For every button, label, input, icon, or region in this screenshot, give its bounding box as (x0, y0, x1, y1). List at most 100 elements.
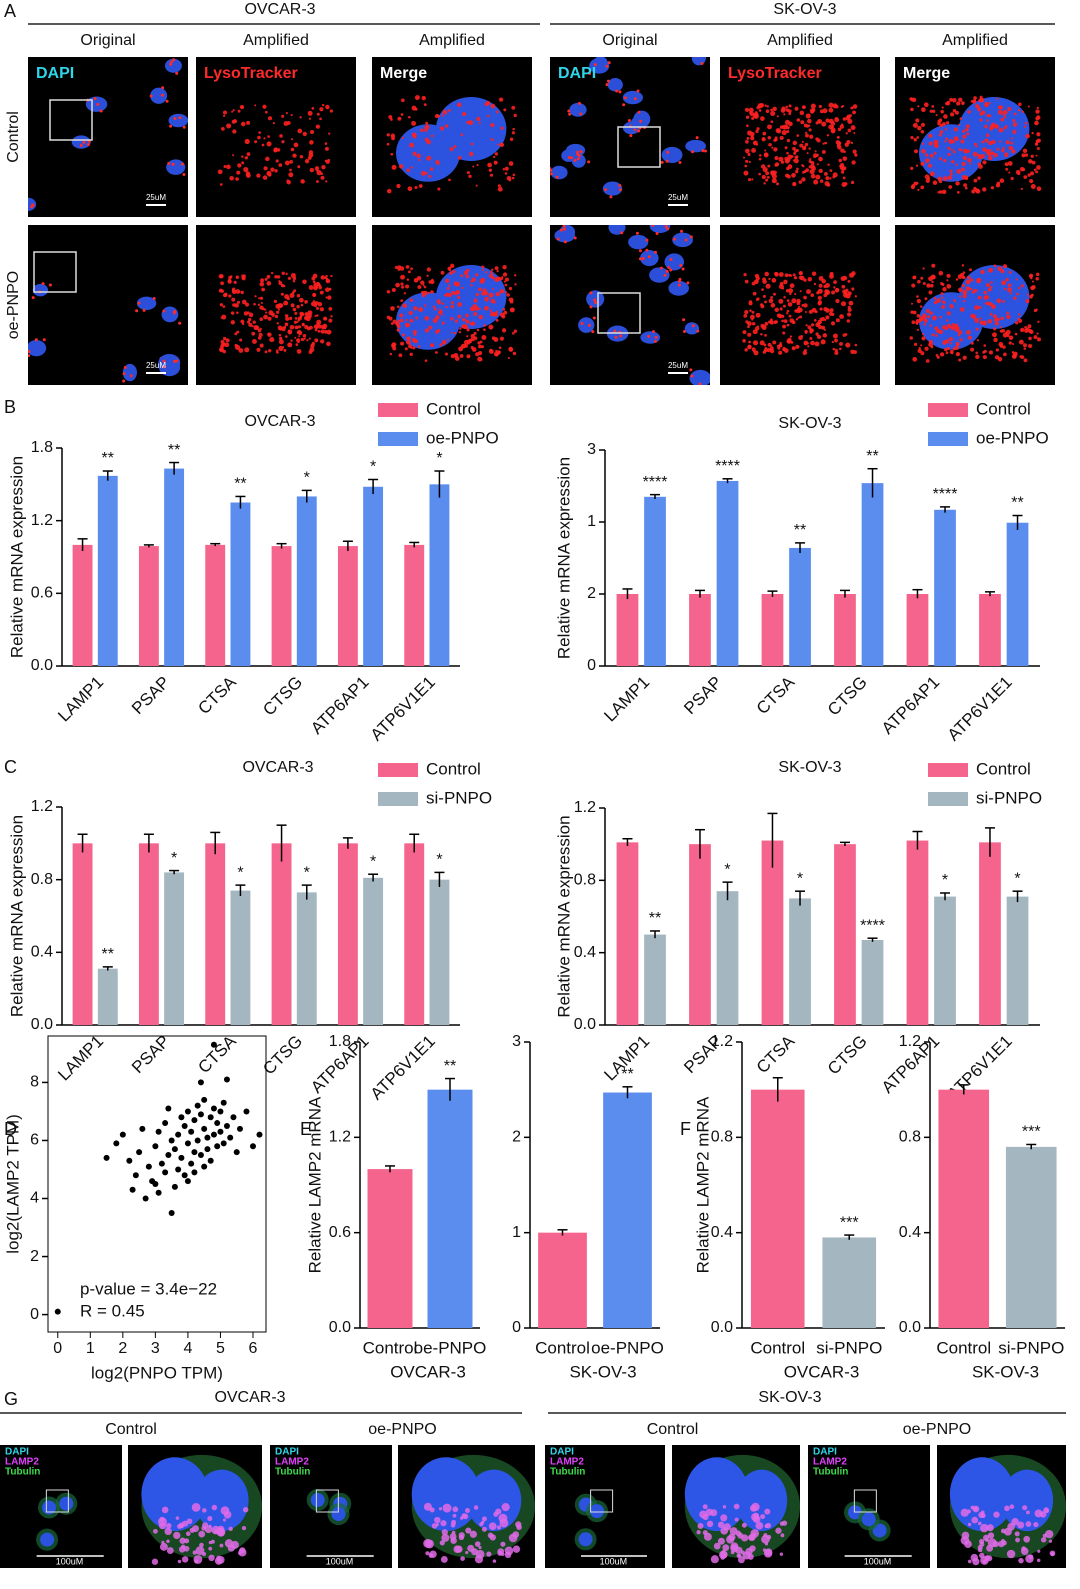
stain (489, 348, 493, 352)
stain (261, 307, 265, 311)
nucleus (559, 225, 575, 239)
significance: * (724, 861, 730, 878)
stain (980, 156, 983, 160)
stain (962, 271, 966, 274)
stain (493, 313, 497, 316)
stain (987, 319, 993, 324)
stain (318, 285, 322, 290)
stain (428, 325, 433, 330)
stain (767, 164, 771, 168)
stain (789, 292, 792, 296)
stain (1042, 1533, 1047, 1538)
stain (768, 142, 772, 147)
point (165, 1151, 172, 1158)
stain (437, 328, 441, 332)
stain (1015, 278, 1018, 281)
stain (761, 1534, 770, 1544)
stain (945, 121, 950, 125)
stain (267, 172, 272, 177)
bar (205, 544, 226, 666)
stain (637, 110, 641, 114)
stain (496, 1525, 502, 1530)
stain (390, 306, 395, 311)
stain (756, 297, 760, 301)
stain (996, 181, 1001, 186)
stain (211, 1504, 218, 1511)
stain (399, 313, 404, 318)
stain (689, 368, 693, 372)
zoom-box (617, 126, 661, 168)
stain (991, 140, 996, 145)
stain (222, 110, 227, 115)
stain (842, 176, 846, 180)
stain (264, 350, 268, 354)
stain (322, 323, 328, 329)
stain (1025, 133, 1030, 139)
stain (984, 124, 988, 129)
condition-title: oe-PNPO (368, 1421, 436, 1438)
stain (776, 344, 781, 349)
x-tick-label: si-PNPO (816, 1338, 882, 1357)
stain (425, 1551, 430, 1556)
stain (981, 320, 987, 326)
stain (958, 148, 962, 152)
stain (840, 166, 845, 171)
stain (296, 338, 301, 343)
stain (935, 113, 938, 117)
stain (803, 340, 809, 346)
stain (492, 1559, 497, 1563)
stain (495, 349, 498, 352)
bar (363, 486, 384, 666)
point (220, 1140, 227, 1147)
stain (796, 118, 801, 122)
stain (701, 149, 705, 153)
stain (823, 307, 828, 312)
x-tick-label: oe-PNPO (414, 1338, 487, 1357)
stain (1035, 109, 1040, 114)
y-tick-label: 1.2 (31, 512, 53, 529)
stain (438, 1507, 443, 1511)
stain (765, 283, 771, 289)
stain (928, 163, 933, 168)
y-tick-label: 0.0 (31, 1016, 53, 1033)
stain (745, 115, 750, 119)
significance: * (436, 852, 442, 869)
stain (814, 150, 817, 153)
bar (689, 594, 711, 666)
stain (749, 1545, 756, 1552)
stain (815, 153, 819, 157)
stain (951, 140, 955, 144)
stain (297, 128, 303, 134)
stain (773, 147, 778, 152)
stain (992, 332, 997, 338)
stain (984, 101, 988, 105)
stain (460, 1556, 465, 1561)
stain (804, 310, 808, 314)
stain (1027, 173, 1031, 177)
stain (1023, 1535, 1031, 1543)
stain (983, 295, 989, 300)
stain (224, 342, 230, 348)
stain (576, 157, 580, 161)
stain (928, 133, 933, 138)
stain (303, 337, 306, 340)
stain (484, 296, 489, 302)
stain (770, 108, 773, 112)
y-tick-label: 0.0 (899, 1319, 921, 1336)
channel-label: LAMP2 (813, 1457, 847, 1468)
stain (747, 344, 752, 350)
stain (254, 104, 257, 107)
stain (178, 321, 182, 325)
stain (223, 1510, 232, 1519)
stain (1027, 324, 1032, 329)
stain (440, 1555, 448, 1563)
stain (822, 142, 825, 145)
stain (225, 338, 230, 343)
stain (589, 291, 593, 295)
stain (995, 348, 999, 352)
stain (503, 310, 508, 315)
y-tick-label: 0.0 (329, 1319, 351, 1336)
stain (445, 292, 450, 297)
stain (308, 285, 314, 291)
stain (720, 1514, 728, 1522)
